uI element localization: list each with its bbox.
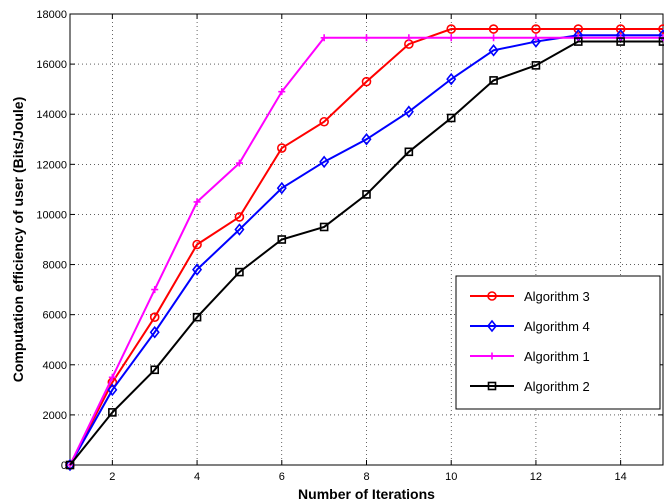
- y-tick-label: 8000: [43, 260, 67, 272]
- series-algorithm-3: [65, 24, 664, 470]
- x-tick-label: 8: [363, 471, 369, 483]
- x-axis-label: Number of Iterations: [298, 486, 435, 502]
- plus-marker: [278, 88, 286, 96]
- y-tick-label: 12000: [36, 159, 67, 171]
- square-marker: [277, 235, 287, 244]
- diamond-marker: [446, 72, 457, 86]
- diamond-marker: [276, 181, 287, 195]
- square-marker: [531, 61, 541, 70]
- square-marker: [150, 365, 160, 375]
- plus-marker: [108, 373, 116, 381]
- circle-marker: [276, 143, 287, 153]
- diamond-marker: [488, 44, 499, 57]
- plus-marker: [405, 34, 413, 42]
- legend-item: Algorithm 4: [470, 319, 590, 334]
- circle-marker: [658, 24, 664, 34]
- circle-marker: [615, 24, 626, 34]
- square-marker: [404, 147, 414, 157]
- circle-marker: [531, 24, 541, 34]
- square-marker: [573, 37, 583, 46]
- circle-marker: [487, 291, 497, 301]
- square-marker: [235, 267, 244, 277]
- square-marker: [65, 460, 75, 470]
- circle-marker: [488, 24, 499, 34]
- circle-marker: [573, 24, 584, 34]
- x-tick-label: 4: [194, 471, 200, 483]
- legend-label: Algorithm 4: [524, 319, 590, 334]
- series-line: [69, 28, 663, 466]
- grid-lines: [70, 14, 663, 465]
- y-tick-label: 6000: [43, 310, 67, 322]
- y-tick-label: 14000: [36, 109, 67, 121]
- diamond-marker: [530, 35, 541, 48]
- legend-item: Algorithm 1: [470, 349, 590, 364]
- axis-ticks: 2 4 6 8 10 12 14 0 2000 4000 6000 8000 10000 12000 140…: [36, 9, 663, 483]
- square-marker: [362, 190, 371, 199]
- circle-marker: [149, 312, 160, 322]
- plus-marker: [320, 34, 328, 42]
- x-tick-label: 10: [445, 471, 457, 483]
- x-tick-label: 6: [279, 471, 285, 483]
- plus-marker: [447, 34, 455, 42]
- square-marker: [192, 312, 202, 322]
- plus-marker: [490, 34, 498, 42]
- plus-marker: [532, 34, 540, 42]
- circle-marker: [446, 24, 457, 34]
- legend-item: Algorithm 2: [470, 379, 590, 394]
- diamond-marker: [64, 458, 76, 472]
- legend: Algorithm 3 Algorithm 4 Algorithm 1 Algorit…: [455, 275, 661, 410]
- legend-label: Algorithm 3: [524, 289, 590, 304]
- square-marker: [446, 113, 456, 123]
- square-marker: [319, 222, 329, 232]
- square-marker: [489, 76, 498, 85]
- plus-marker: [235, 159, 243, 167]
- y-tick-label: 2000: [43, 410, 67, 422]
- y-tick-label: 10000: [36, 209, 67, 221]
- diamond-marker: [319, 155, 330, 169]
- diamond-marker: [149, 325, 160, 339]
- diamond-marker: [234, 223, 245, 236]
- x-tick-label: 2: [109, 471, 115, 483]
- x-tick-label: 12: [530, 471, 542, 483]
- y-tick-label: 16000: [36, 59, 67, 71]
- diamond-marker: [486, 319, 498, 333]
- series-group: [64, 24, 664, 472]
- plus-marker: [151, 286, 159, 294]
- plus-marker: [193, 198, 201, 206]
- x-tick-label: 14: [615, 471, 627, 483]
- square-marker: [616, 37, 625, 46]
- diamond-marker: [403, 105, 414, 118]
- y-tick-label: 18000: [36, 9, 67, 21]
- diamond-marker: [107, 383, 118, 397]
- series-line: [69, 40, 663, 466]
- plus-marker: [488, 352, 496, 360]
- circle-marker: [361, 76, 372, 87]
- legend-label: Algorithm 1: [524, 349, 590, 364]
- series-algorithm-2: [65, 37, 664, 470]
- legend-item: Algorithm 3: [470, 289, 590, 304]
- y-tick-label: 0: [61, 460, 67, 472]
- diamond-marker: [192, 263, 203, 276]
- y-axis-label: Computation efficiency of user (Bits/Jou…: [10, 97, 26, 382]
- y-tick-label: 4000: [43, 360, 67, 372]
- circle-marker: [192, 239, 202, 250]
- square-marker: [487, 381, 497, 391]
- plus-marker: [363, 34, 370, 42]
- circle-marker: [234, 212, 245, 222]
- circle-marker: [319, 116, 329, 127]
- square-marker: [658, 37, 664, 46]
- square-marker: [108, 408, 117, 417]
- legend-label: Algorithm 2: [524, 379, 590, 394]
- diamond-marker: [361, 132, 372, 146]
